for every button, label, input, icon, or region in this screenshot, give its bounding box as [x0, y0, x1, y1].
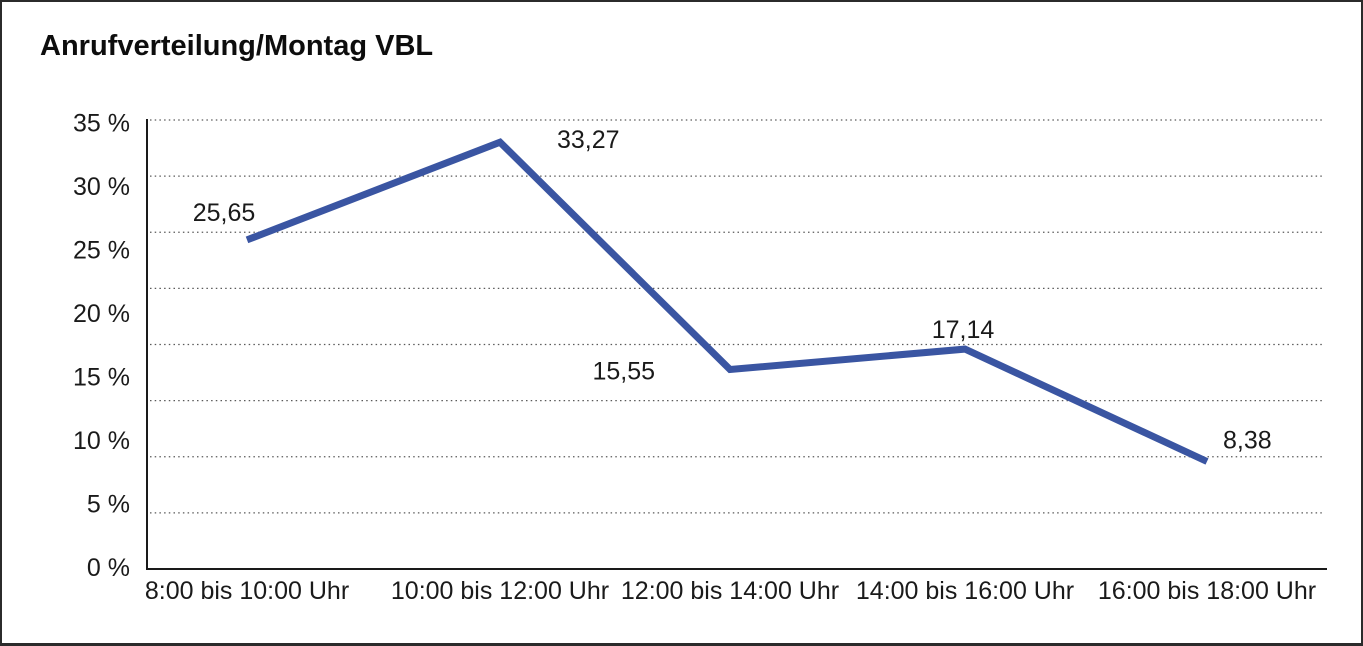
y-tick-label: 25 % [73, 236, 130, 264]
series-line [245, 138, 1209, 465]
data-point-label: 15,55 [592, 358, 655, 386]
y-tick-label: 5 % [87, 490, 130, 518]
y-tick-label: 35 % [73, 109, 130, 137]
y-tick-label: 30 % [73, 173, 130, 201]
y-tick-label: 20 % [73, 300, 130, 328]
x-category-label: 10:00 bis 12:00 Uhr [391, 577, 609, 605]
x-category-label: 8:00 bis 10:00 Uhr [145, 577, 349, 605]
y-tick-label: 15 % [73, 363, 130, 391]
x-category-label: 16:00 bis 18:00 Uhr [1098, 577, 1316, 605]
data-point-label: 17,14 [932, 316, 995, 344]
chart-title: Anrufverteilung/Montag VBL [40, 30, 434, 62]
y-tick-label: 0 % [87, 554, 130, 582]
data-point-label: 33,27 [557, 126, 620, 154]
data-point-label: 8,38 [1223, 426, 1272, 454]
x-category-label: 12:00 bis 14:00 Uhr [621, 577, 839, 605]
y-tick-label: 10 % [73, 427, 130, 455]
x-category-label: 14:00 bis 16:00 Uhr [856, 577, 1074, 605]
data-point-label: 25,65 [193, 199, 256, 227]
